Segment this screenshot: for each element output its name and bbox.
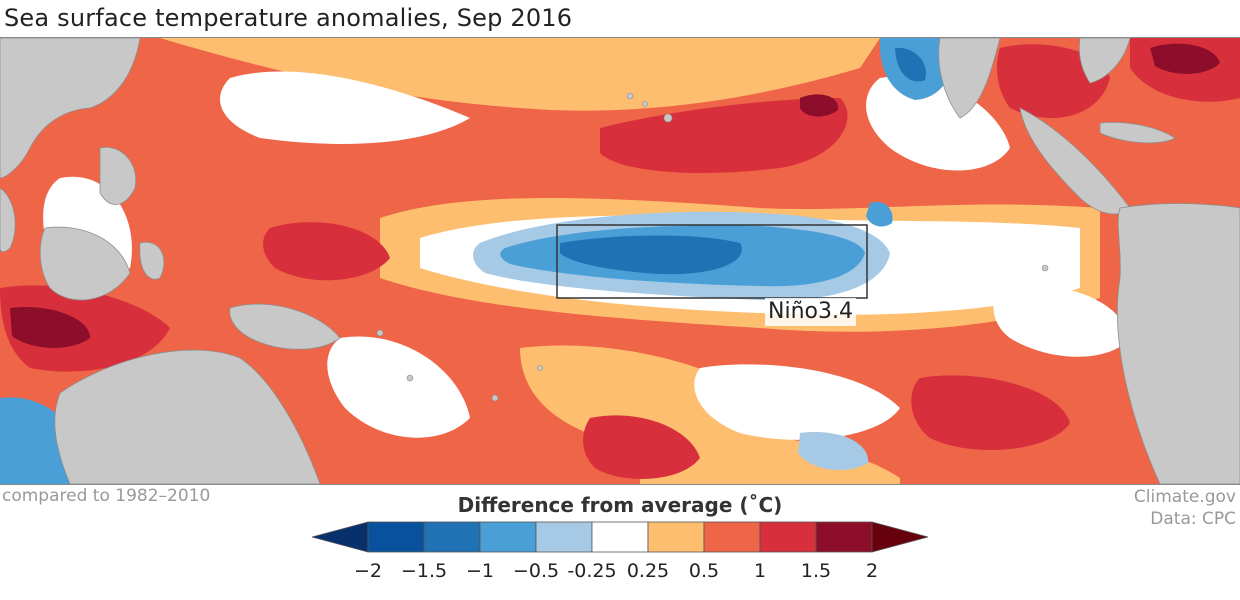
cool-east-spot [866,201,893,227]
sst-anomaly-map [0,37,1240,485]
nino34-region-box [556,224,868,299]
borneo-landmass [39,226,131,301]
colorbar-cell [367,521,425,553]
south-central-neutral-patch [694,364,900,440]
land-masses [0,38,1240,484]
colorbar-arrow-max [871,521,928,553]
island [406,374,414,382]
north-light-warm-band [160,38,880,111]
southwest-neutral-patch [327,336,470,438]
credit-climate-gov: Climate.gov [1133,487,1236,507]
colorbar-tick-label: 2 [865,560,879,582]
southeast-strong-warm-patch [911,375,1070,450]
northeast-neutral-patch [866,76,1010,171]
north-strong-warm-patch [600,98,848,173]
colorbar-cell [759,521,817,553]
indonesia-deep-warm-patch [10,307,90,348]
south-america-landmass [1117,203,1240,484]
island [626,92,634,100]
west-strong-warm-patch [263,222,390,281]
indochina-landmass [0,187,16,253]
island [491,394,499,402]
colorbar-cell [535,521,593,553]
cool-strong-core [560,235,742,275]
colorbar-arrow-min [312,521,369,553]
colorbar-tick-label: 1.5 [800,560,832,582]
colorbar-cell [647,521,705,553]
north-deep-warm-patch [800,94,839,117]
colorbar-tick-label: −1 [465,560,495,582]
cuba-landmass [1099,121,1176,144]
colorbar-cell [479,521,537,553]
colorbar-tick-label: 0.5 [688,560,720,582]
philippines-landmass [99,146,137,205]
baseline-note: compared to 1982–2010 [2,486,211,506]
asia-landmass [0,38,141,179]
colorbar [312,521,928,553]
atlantic-deep-warm-patch [1150,43,1220,74]
east-neutral-patch [993,285,1130,357]
legend-title: Difference from average (˚C) [457,493,783,517]
colorbar-cell [423,521,481,553]
cool-north-gulf-core [895,47,926,82]
island [537,365,543,371]
south-strong-warm-patch [583,415,700,479]
credit-data-source: Data: CPC [1150,509,1236,529]
island [663,113,673,123]
small-islands [376,92,1049,402]
island [376,329,384,337]
colorbar-cell [591,521,649,553]
australia-landmass [54,349,321,484]
sulawesi-landmass [139,241,165,280]
colorbar-tick-label: −1.5 [400,560,448,582]
colorbar-cell [703,521,761,553]
nino34-region-label: Niño3.4 [765,298,856,326]
colorbar-tick-label: 1 [753,560,767,582]
new-guinea-landmass [229,303,341,350]
colorbar-tick-label: −0.5 [512,560,560,582]
colorbar-cell [815,521,873,553]
island [1041,264,1049,272]
page-title: Sea surface temperature anomalies, Sep 2… [4,4,573,32]
map-canvas [0,38,1240,484]
northwest-neutral-patch [220,71,470,144]
cool-south-spot [798,432,869,471]
florida-landmass [1078,38,1131,84]
colorbar-tick-label: -0.25 [567,560,617,582]
central-america-landmass [1019,107,1131,215]
colorbar-tick-label: 0.25 [626,560,670,582]
source-credit: Climate.gov Data: CPC [1134,486,1236,530]
colorbar-tick-label: −2 [353,560,383,582]
mexico-landmass [938,38,1001,119]
island [642,101,648,107]
